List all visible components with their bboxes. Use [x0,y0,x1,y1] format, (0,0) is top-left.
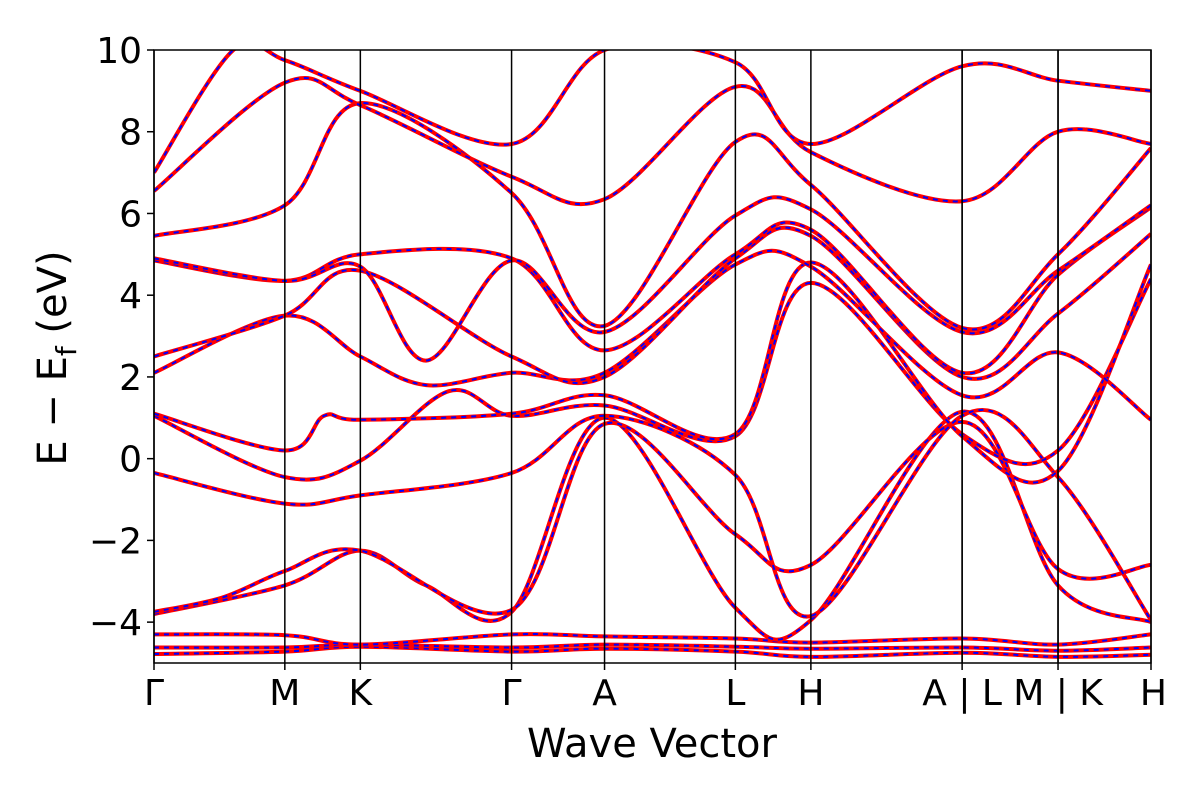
band-line-red [154,50,1151,174]
band-line-blue [154,206,1151,375]
x-axis-label: Wave Vector [527,721,778,767]
bands-layer [154,50,1151,659]
band-line-blue [154,420,1151,615]
band-line-blue [154,196,1151,362]
band-line-blue [154,102,1151,331]
band-line-red [154,642,1151,653]
y-axis-label-subscript: f [50,345,83,356]
y-tick-label: 2 [119,358,142,399]
band-line-blue [154,261,1151,484]
x-axis-ticks: Γ M K Γ A L H A | L M | K H [144,663,1167,714]
x-tick-label: Γ [502,673,522,714]
y-tick-label: 4 [119,276,142,317]
y-tick-label: 6 [119,194,142,235]
band-line-blue [154,226,1151,385]
y-tick-label: −2 [89,521,142,562]
x-tick-label: L [725,673,745,714]
y-axis-ticks: 10 8 6 4 2 0 −2 −4 [89,31,154,644]
x-tick-label: Γ [144,673,164,714]
x-tick-label: M | K [1013,673,1104,714]
band-line-blue [154,249,1151,421]
band-line-red [154,277,1151,482]
plot-background [154,50,1151,663]
band-line-red [154,632,1151,647]
y-axis-label-unit: (eV) [30,250,76,346]
x-tick-label: K [349,673,374,714]
band-line-red [154,644,1151,659]
band-line-blue [154,77,1151,206]
x-tick-label: H [797,673,824,714]
x-tick-label: M [269,673,300,714]
y-tick-label: 10 [96,31,142,72]
y-tick-label: 8 [119,113,142,154]
y-tick-label: 0 [119,440,142,481]
x-tick-label: A | L [922,673,1002,714]
y-tick-label: −4 [89,603,142,644]
x-tick-label: H [1140,673,1167,714]
y-axis-label: E − Ef (eV) [30,250,83,465]
plot-frame [153,49,1152,664]
x-tick-label: A [592,673,617,714]
y-axis-label-main: E − E [30,356,76,466]
